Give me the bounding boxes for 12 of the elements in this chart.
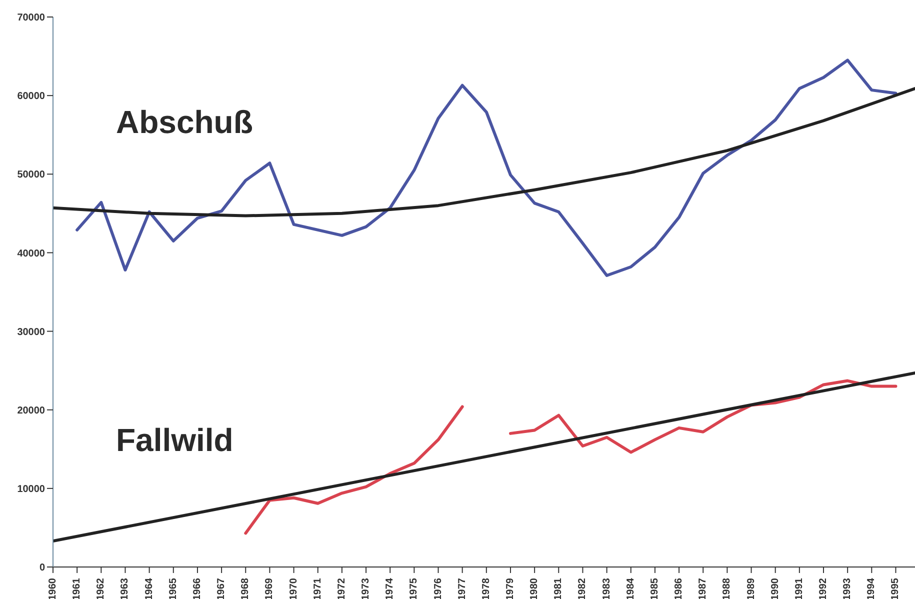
- series-label: Fallwild: [116, 422, 234, 459]
- y-tick-label: 20000: [17, 405, 46, 416]
- series-label: Abschuß: [116, 104, 253, 141]
- y-tick-label: 10000: [17, 484, 46, 495]
- y-tick-label: 30000: [17, 326, 46, 338]
- y-tick-label: 0: [39, 562, 46, 574]
- line-series: [76, 58, 898, 277]
- y-tick-label: 60000: [17, 91, 46, 102]
- line-series: [53, 87, 915, 218]
- y-tick-label: 50000: [17, 170, 46, 181]
- y-tick-label: 40000: [17, 248, 46, 260]
- y-tick-label: 70000: [17, 12, 46, 24]
